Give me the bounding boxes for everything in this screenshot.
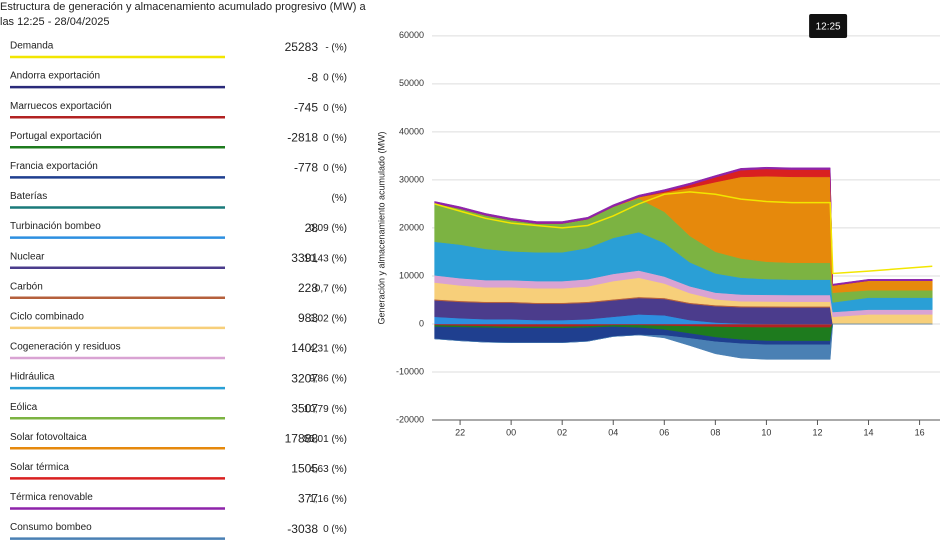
x-tick-label: 14	[864, 427, 874, 437]
legend-name: Consumo bombeo	[10, 522, 92, 533]
y-tick-label: 60000	[399, 30, 424, 40]
legend-pct: 3,02 (%)	[309, 314, 347, 325]
legend-name: Baterías	[10, 191, 47, 202]
legend-value: 3391	[291, 251, 318, 265]
legend-name: Cogeneración y residuos	[10, 342, 121, 353]
y-tick-label: 40000	[399, 126, 424, 136]
area-band	[434, 323, 933, 360]
legend-name: Ciclo combinado	[10, 312, 84, 323]
legend-pct: - (%)	[325, 43, 347, 54]
legend-pct: 0 (%)	[323, 163, 347, 174]
legend-name: Térmica renovable	[10, 492, 93, 503]
legend-value: 228	[298, 281, 318, 295]
tooltip-box	[809, 14, 848, 38]
legend-pct: 0 (%)	[323, 524, 347, 535]
legend-value: 3507	[291, 401, 318, 415]
legend-pct: 10,43 (%)	[304, 253, 347, 264]
legend-value: -8	[307, 70, 318, 84]
legend-name: Marruecos exportación	[10, 101, 112, 112]
y-axis-label: Generación y almacenamiento acumulado (M…	[376, 131, 386, 324]
legend-name: Hidráulica	[10, 372, 55, 383]
x-tick-label: 04	[608, 427, 618, 437]
legend-pct: 55,01 (%)	[304, 434, 347, 445]
y-tick-label: 50000	[399, 78, 424, 88]
y-tick-label: -10000	[396, 366, 424, 376]
legend-value: 3207	[291, 371, 318, 385]
tooltip-text: 12:25	[816, 22, 841, 33]
legend-pct: 4,31 (%)	[309, 344, 347, 355]
legend-pct: 4,63 (%)	[309, 464, 347, 475]
legend-pct: 0 (%)	[323, 133, 347, 144]
legend-value: -745	[294, 100, 318, 114]
x-tick-label: 16	[915, 427, 925, 437]
legend-pct: 9,86 (%)	[309, 374, 347, 385]
legend-value: 25283	[285, 40, 319, 54]
y-tick-label: 10000	[399, 270, 424, 280]
demand-line	[434, 191, 933, 275]
y-tick-label: 0	[419, 318, 424, 328]
legend-pct: 10,79 (%)	[304, 404, 347, 415]
x-tick-label: 02	[557, 427, 567, 437]
legend-value: 983	[298, 311, 318, 325]
legend-value: 377	[298, 492, 318, 506]
legend-value: -778	[294, 161, 318, 175]
x-tick-label: 10	[761, 427, 771, 437]
legend-pct: 0,09 (%)	[309, 223, 347, 234]
x-tick-label: 00	[506, 427, 516, 437]
legend-value: 17888	[285, 431, 319, 445]
legend-name: Turbinación bombeo	[10, 221, 101, 232]
chart-title: Estructura de generación y almacenamient…	[0, 1, 366, 28]
legend-value: -3038	[287, 522, 318, 536]
legend-value: 28	[305, 221, 319, 235]
legend-name: Andorra exportación	[10, 71, 100, 82]
legend-name: Francia exportación	[10, 161, 98, 172]
legend-name: Solar fotovoltaica	[10, 432, 87, 443]
x-tick-label: 08	[710, 427, 720, 437]
legend-value: 1505	[291, 462, 318, 476]
legend-value: -2818	[287, 130, 318, 144]
legend-value: 1402	[291, 341, 318, 355]
legend-name: Nuclear	[10, 251, 45, 262]
legend-pct: (%)	[331, 193, 347, 204]
legend-pct: 0,7 (%)	[315, 283, 347, 294]
y-tick-label: 30000	[399, 174, 424, 184]
legend-pct: 0 (%)	[323, 103, 347, 114]
x-tick-label: 06	[659, 427, 669, 437]
legend-name: Solar térmica	[10, 462, 69, 473]
legend-name: Eólica	[10, 402, 38, 413]
x-tick-label: 22	[455, 427, 465, 437]
y-tick-label: -20000	[396, 414, 424, 424]
legend-pct: 0 (%)	[323, 73, 347, 84]
legend-pct: 1,16 (%)	[309, 494, 347, 505]
area-band	[434, 166, 933, 286]
legend-name: Portugal exportación	[10, 131, 102, 142]
legend-name: Carbón	[10, 281, 43, 292]
y-tick-label: 20000	[399, 222, 424, 232]
x-tick-label: 12	[812, 427, 822, 437]
legend-name: Demanda	[10, 41, 54, 52]
